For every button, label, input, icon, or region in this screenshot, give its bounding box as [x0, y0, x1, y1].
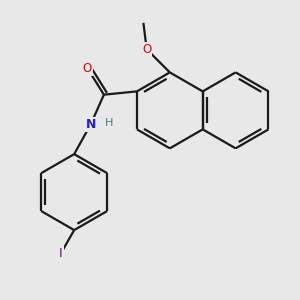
Text: I: I	[59, 247, 63, 260]
Text: O: O	[142, 43, 151, 56]
Text: H: H	[105, 118, 113, 128]
Text: N: N	[85, 118, 96, 131]
Text: O: O	[83, 62, 92, 75]
